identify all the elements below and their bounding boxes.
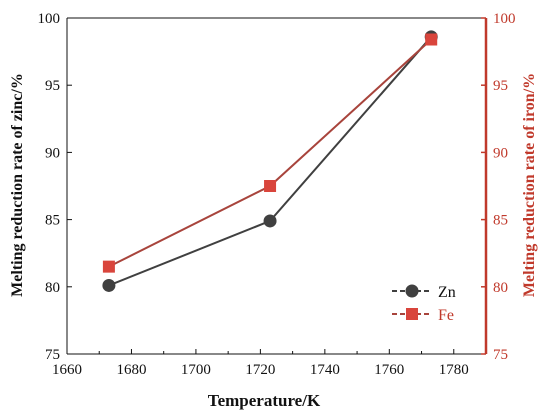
axes-layer: 1660 1680 1700 1720 1740 1760 1780 75 80 85 90 95 10… (38, 11, 516, 378)
y-right-tick-label: 80 (493, 280, 508, 296)
y-axis-label-left: Melting reduction rate of zinc/% (9, 73, 26, 297)
y-right-tick-label: 95 (493, 78, 508, 94)
x-tick-label: 1760 (374, 362, 404, 378)
x-tick-label: 1720 (245, 362, 275, 378)
y-axis-label-right: Melting reduction rate of iron/% (521, 73, 538, 297)
data-point-zn (102, 278, 116, 292)
y-left-tick-label: 85 (45, 213, 60, 229)
legend-marker-zn (405, 284, 419, 298)
series-line-fe (108, 38, 432, 268)
x-tick-label: 1700 (181, 362, 211, 378)
y-right-tick-label: 85 (493, 213, 508, 229)
x-tick-label: 1780 (439, 362, 469, 378)
x-tick-label: 1740 (310, 362, 340, 378)
series-line-zn (108, 36, 432, 287)
data-point-fe (425, 33, 438, 46)
data-point-zn (263, 214, 277, 228)
legend-marker-fe (406, 308, 418, 320)
data-point-fe (102, 260, 115, 273)
legend: Zn Fe (392, 284, 456, 324)
x-axis-label: Temperature/K (208, 391, 321, 410)
x-tick-label: 1660 (52, 362, 82, 378)
legend-label-fe: Fe (438, 307, 454, 324)
y-left-tick-label: 80 (45, 280, 60, 296)
series-layer (102, 30, 438, 292)
y-right-tick-label: 100 (493, 11, 516, 27)
data-point-fe (264, 180, 277, 192)
x-tick-label: 1680 (116, 362, 146, 378)
legend-label-zn: Zn (438, 284, 456, 301)
y-left-tick-label: 75 (45, 347, 60, 363)
y-left-tick-label: 95 (45, 78, 60, 94)
y-left-tick-label: 90 (45, 145, 60, 161)
y-right-tick-label: 90 (493, 145, 508, 161)
y-left-tick-label: 100 (38, 11, 61, 27)
y-right-tick-label: 75 (493, 347, 508, 363)
